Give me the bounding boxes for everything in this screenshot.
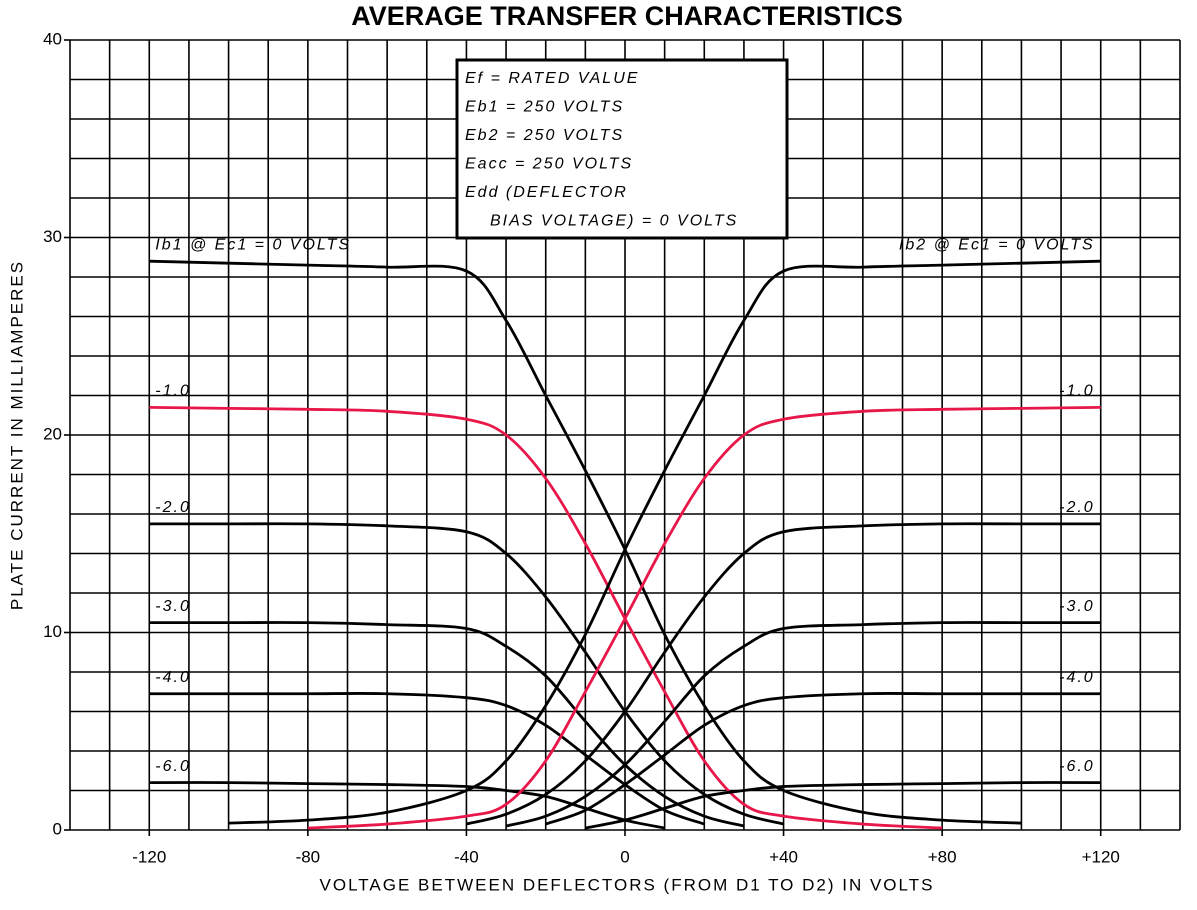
series-label: -6.0 (1059, 758, 1095, 775)
chart-title: AVERAGE TRANSFER CHARACTERISTICS (351, 1, 903, 31)
curve (149, 781, 665, 830)
curve (228, 259, 1101, 825)
info-line: Edd (DEFLECTOR (465, 184, 628, 201)
series-label: Ib1 @ Ec1 = 0 VOLTS (155, 236, 351, 253)
y-tick-label: 20 (43, 424, 62, 443)
curve (585, 781, 1101, 830)
info-line: Eacc = 250 VOLTS (465, 156, 633, 173)
y-tick-label: 0 (53, 819, 62, 838)
curve (545, 692, 1101, 826)
x-tick-label: -120 (132, 847, 166, 866)
y-axis-label: PLATE CURRENT IN MILLIAMPERES (7, 260, 26, 610)
x-tick-label: +40 (769, 847, 798, 866)
info-box (455, 58, 789, 240)
series-label: -3.0 (155, 598, 191, 615)
x-tick-label: +120 (1082, 847, 1120, 866)
curve (149, 692, 705, 826)
curve (505, 621, 1101, 828)
curve (149, 405, 943, 830)
y-tick-label: 10 (43, 622, 62, 641)
series-label: Ib2 @ Ec1 = 0 VOLTS (899, 236, 1095, 253)
x-tick-label: -80 (296, 847, 321, 866)
curves: Ib1 @ Ec1 = 0 VOLTS -1.0 -2.0 -3.0 -4.0 -6.0 I… (149, 236, 1101, 830)
curve (307, 405, 1101, 830)
series-label: -1.0 (155, 383, 191, 400)
x-axis-label: VOLTAGE BETWEEN DEFLECTORS (FROM D1 TO D… (320, 875, 935, 894)
series-label: -4.0 (1059, 669, 1095, 686)
series-label: -1.0 (1059, 383, 1095, 400)
info-line: Ef = RATED VALUE (465, 70, 639, 87)
series-label: -4.0 (155, 669, 191, 686)
series-label: -2.0 (155, 499, 191, 516)
y-tick-label: 40 (43, 29, 62, 48)
info-line: Eb1 = 250 VOLTS (465, 99, 624, 116)
x-tick-label: 0 (620, 847, 629, 866)
curve (149, 621, 745, 828)
info-box-text: Ef = RATED VALUE Eb1 = 250 VOLTS Eb2 = 250… (465, 70, 738, 230)
x-tick-label: -40 (454, 847, 479, 866)
info-line: BIAS VOLTAGE) = 0 VOLTS (490, 213, 738, 230)
curve (466, 522, 1101, 826)
y-tick-label: 30 (43, 227, 62, 246)
info-line: Eb2 = 250 VOLTS (465, 127, 624, 144)
curve (149, 259, 1022, 825)
series-label: -3.0 (1059, 598, 1095, 615)
x-tick-label: +80 (928, 847, 957, 866)
series-label: -6.0 (155, 758, 191, 775)
curve (149, 522, 784, 826)
series-label: -2.0 (1059, 499, 1095, 516)
